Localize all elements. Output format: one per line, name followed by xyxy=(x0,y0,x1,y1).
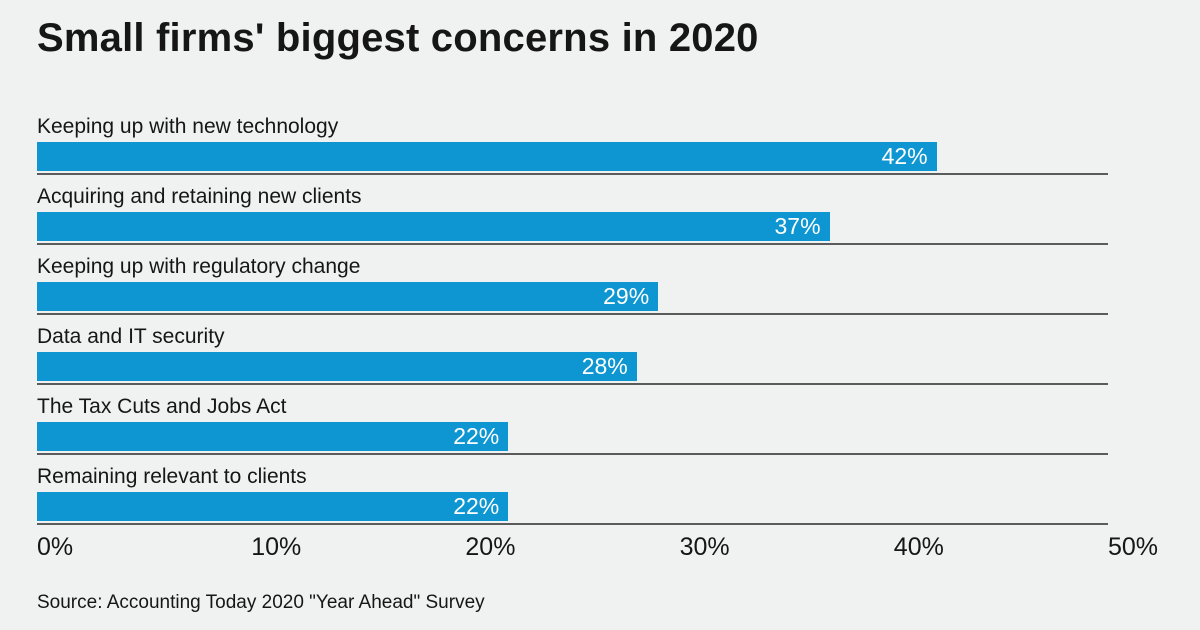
bar-value-label: 42% xyxy=(881,143,928,169)
bar: 29% xyxy=(37,282,659,311)
bar-row: Remaining relevant to clients 22% xyxy=(37,462,1108,532)
bar-value-label: 22% xyxy=(453,493,500,519)
source-note: Source: Accounting Today 2020 "Year Ahea… xyxy=(37,592,485,613)
row-baseline xyxy=(37,243,1108,245)
x-tick-label: 10% xyxy=(251,533,302,561)
x-tick-label: 50% xyxy=(1108,533,1159,561)
bar: 22% xyxy=(37,492,509,521)
bar-value-label: 29% xyxy=(603,283,650,309)
bar: 37% xyxy=(37,212,830,241)
x-tick-label: 40% xyxy=(893,533,944,561)
category-label: The Tax Cuts and Jobs Act xyxy=(37,395,287,418)
category-label: Remaining relevant to clients xyxy=(37,465,307,488)
row-baseline xyxy=(37,453,1108,455)
category-label: Data and IT security xyxy=(37,325,225,348)
category-label: Acquiring and retaining new clients xyxy=(37,185,362,208)
bar: 28% xyxy=(37,352,637,381)
row-baseline xyxy=(37,523,1108,525)
category-label: Keeping up with new technology xyxy=(37,115,339,138)
x-tick-label: 20% xyxy=(465,533,516,561)
bar-row: Data and IT security 28% xyxy=(37,322,1108,392)
chart-title: Small firms' biggest concerns in 2020 xyxy=(37,16,759,60)
x-axis: 0% 10% 20% 30% 40% 50% xyxy=(37,533,1158,565)
row-baseline xyxy=(37,313,1108,315)
bar-value-label: 28% xyxy=(581,353,628,379)
category-label: Keeping up with regulatory change xyxy=(37,255,361,278)
bar: 42% xyxy=(37,142,937,171)
bar-row: Acquiring and retaining new clients 37% xyxy=(37,182,1108,252)
bar-value-label: 37% xyxy=(774,213,821,239)
row-baseline xyxy=(37,383,1108,385)
bar-chart: Keeping up with new technology 42% Acquiri… xyxy=(37,112,1108,532)
bar-row: Keeping up with regulatory change 29% xyxy=(37,252,1108,322)
bar-row: The Tax Cuts and Jobs Act 22% xyxy=(37,392,1108,462)
x-tick-label: 30% xyxy=(679,533,730,561)
x-tick-label: 0% xyxy=(37,533,74,561)
bar: 22% xyxy=(37,422,509,451)
bar-row: Keeping up with new technology 42% xyxy=(37,112,1108,182)
row-baseline xyxy=(37,173,1108,175)
bar-value-label: 22% xyxy=(453,423,500,449)
